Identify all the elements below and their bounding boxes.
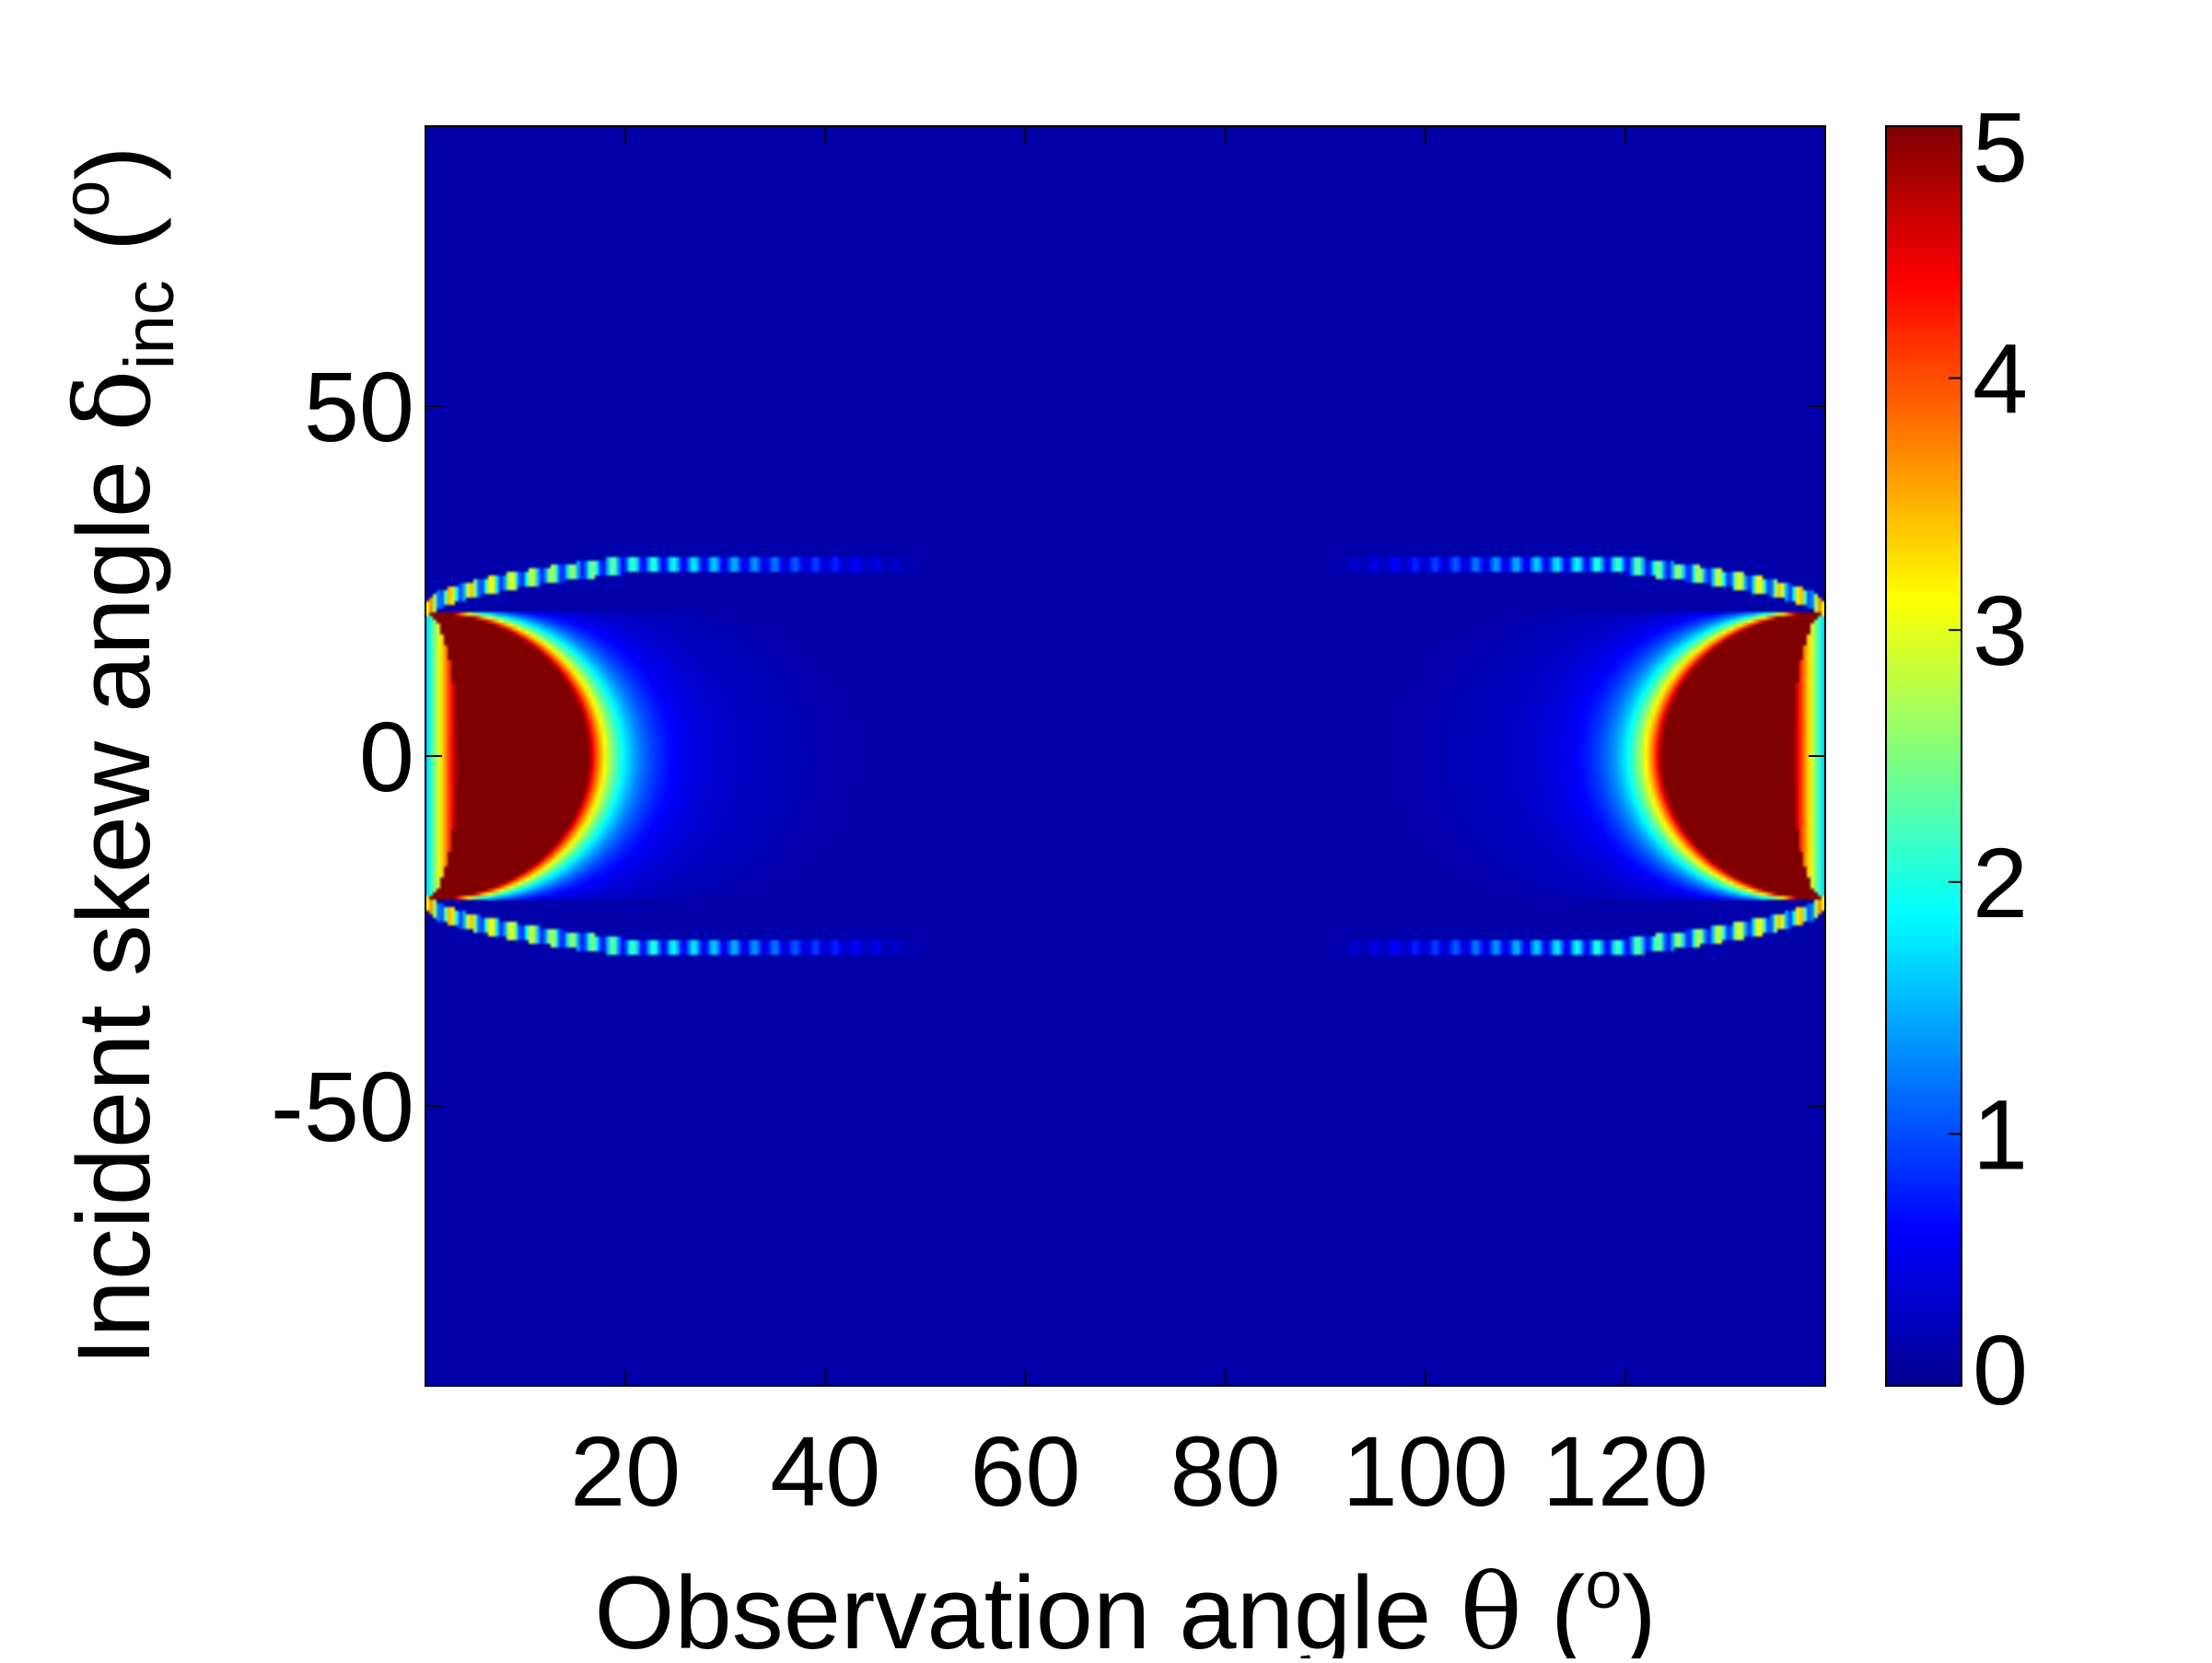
x-axis-label-close: ) [1622,1555,1656,1658]
colorbar-frame [1885,125,1962,1387]
colorbar-tick-label: 4 [1973,323,2028,435]
x-tick-label: 120 [1543,1415,1708,1527]
colorbar-tick-label: 1 [1973,1078,2028,1190]
x-tick-label: 40 [770,1415,880,1527]
y-axis-label-sup: o [50,180,123,217]
x-ticks: 20 40 60 80 100 120 [570,126,1708,1527]
x-axis-label-symbol: θ [1460,1553,1521,1658]
x-tick-label: 100 [1343,1415,1508,1527]
y-tick-label: -50 [271,1051,414,1162]
colorbar: 0 1 2 3 4 5 [1885,91,2028,1425]
y-axis-label-symbol: δ [54,369,174,431]
x-axis-label-main: Observation angle [594,1555,1460,1658]
y-axis-label-close: ) [56,145,171,180]
colorbar-tick-label: 2 [1973,827,2028,938]
colorbar-tick-label: 0 [1973,1314,2028,1425]
x-axis-label-sup: o [1585,1549,1622,1622]
plot-area: 20 40 60 80 100 120 50 0 -50 [271,125,1826,1527]
x-tick-label: 80 [1170,1415,1281,1527]
colorbar-tick-label: 5 [1973,91,2028,203]
y-axis-label-open: ( [56,217,171,280]
colorbar-tick-label: 3 [1973,575,2028,686]
y-tick-label: 0 [359,701,414,812]
y-axis-label: Incident skew angle δinc (o) [50,145,189,1366]
y-ticks: 50 0 -50 [271,351,1825,1162]
x-tick-label: 20 [570,1415,681,1527]
y-axis-label-sub: inc [111,280,189,369]
heatmap-image [425,126,1825,1386]
y-axis-label-main: Incident skew angle [56,432,171,1366]
x-tick-label: 60 [970,1415,1080,1527]
x-axis-label-open: ( [1522,1555,1585,1658]
heatmap-field [425,126,1825,1386]
colorbar-ticks: 0 1 2 3 4 5 [1949,91,2028,1425]
x-axis-label: Observation angle θ (o) [594,1549,1656,1658]
y-tick-label: 50 [304,351,414,462]
colorbar-gradient [1886,126,1962,1386]
